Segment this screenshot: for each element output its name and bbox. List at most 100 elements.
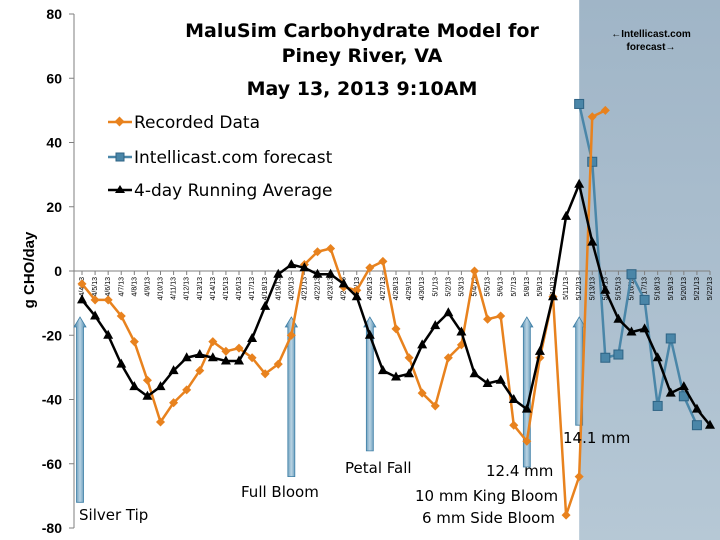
x-tick-label: 5/7/13 bbox=[511, 277, 518, 297]
series-4-day-running-average bbox=[77, 178, 715, 429]
legend-label-recorded: Recorded Data bbox=[134, 113, 260, 133]
data-point bbox=[247, 332, 258, 342]
data-point bbox=[377, 365, 388, 375]
legend-label-average: 4-day Running Average bbox=[134, 181, 333, 201]
x-tick-label: 5/21/13 bbox=[694, 277, 701, 300]
data-point bbox=[691, 420, 702, 431]
event-label-king-bloom: 10 mm King Bloom bbox=[415, 487, 558, 505]
y-tick-label: 40 bbox=[46, 135, 62, 151]
event-arrow bbox=[284, 316, 299, 478]
data-point bbox=[260, 300, 271, 310]
x-tick-label: 5/1/13 bbox=[432, 277, 439, 297]
data-point bbox=[626, 269, 637, 280]
x-tick-label: 5/2/13 bbox=[445, 277, 452, 297]
data-point bbox=[194, 349, 205, 359]
x-tick-label: 4/16/13 bbox=[236, 277, 243, 300]
x-tick-label: 5/16/13 bbox=[629, 277, 636, 300]
data-point bbox=[155, 381, 166, 391]
data-point bbox=[430, 320, 441, 330]
x-tick-label: 5/6/13 bbox=[498, 277, 505, 297]
data-point bbox=[325, 268, 336, 278]
x-tick-label: 4/7/13 bbox=[118, 277, 125, 297]
data-point bbox=[469, 368, 480, 378]
x-tick-label: 4/18/13 bbox=[262, 277, 269, 300]
data-point bbox=[639, 323, 650, 333]
data-point bbox=[652, 400, 663, 411]
forecast-label-line-1: ←Intellicast.com bbox=[611, 29, 691, 40]
x-tick-label: 5/18/13 bbox=[655, 277, 662, 300]
data-point bbox=[626, 326, 637, 336]
y-tick-label: -40 bbox=[42, 392, 62, 408]
data-point bbox=[561, 510, 571, 520]
x-tick-label: 5/9/13 bbox=[537, 277, 544, 297]
x-tick-label: 4/26/13 bbox=[367, 277, 374, 300]
x-tick-label: 4/22/13 bbox=[315, 277, 322, 300]
x-tick-label: 5/19/13 bbox=[668, 277, 675, 300]
x-tick-label: 5/13/13 bbox=[589, 277, 596, 300]
data-point bbox=[221, 346, 231, 356]
data-point bbox=[77, 294, 87, 304]
data-point bbox=[587, 236, 598, 246]
data-point bbox=[495, 374, 506, 384]
data-point bbox=[652, 352, 663, 362]
data-point bbox=[129, 381, 140, 391]
x-tick-label: 5/8/13 bbox=[524, 277, 531, 297]
data-point bbox=[142, 390, 153, 400]
x-tick-label: 4/8/13 bbox=[131, 277, 138, 297]
event-label-full-bloom: Full Bloom bbox=[241, 483, 319, 501]
data-point bbox=[90, 310, 101, 320]
x-ticks: 4/4/134/5/134/6/134/7/134/8/134/9/134/10… bbox=[79, 271, 714, 300]
data-point bbox=[90, 295, 100, 305]
x-tick-label: 5/3/13 bbox=[458, 277, 465, 297]
event-arrow bbox=[363, 316, 377, 452]
event-label-silver-tip: Silver Tip bbox=[79, 506, 148, 524]
chart-title-line-1: MaluSim Carbohydrate Model for bbox=[185, 20, 539, 42]
x-tick-label: 4/11/13 bbox=[171, 277, 178, 300]
data-point bbox=[338, 278, 349, 288]
data-point bbox=[496, 311, 506, 321]
x-tick-label: 4/19/13 bbox=[275, 277, 282, 300]
data-point bbox=[378, 256, 388, 266]
data-point bbox=[443, 307, 454, 317]
data-point bbox=[129, 337, 139, 347]
data-point bbox=[482, 377, 493, 387]
data-point bbox=[208, 337, 218, 347]
data-point bbox=[456, 326, 467, 336]
x-tick-label: 5/4/13 bbox=[472, 277, 479, 297]
data-point bbox=[326, 243, 336, 254]
data-point bbox=[273, 268, 284, 278]
y-tick-label: 60 bbox=[46, 70, 62, 86]
data-point bbox=[600, 284, 611, 294]
event-label-side-bloom: 6 mm Side Bloom bbox=[422, 509, 555, 527]
data-point bbox=[168, 365, 179, 375]
data-point bbox=[181, 352, 192, 362]
data-point bbox=[691, 403, 702, 413]
x-tick-label: 4/5/13 bbox=[92, 277, 99, 297]
x-tick-label: 4/6/13 bbox=[105, 277, 112, 297]
event-label-12-4-mm: 12.4 mm bbox=[486, 462, 553, 480]
data-point bbox=[508, 394, 519, 403]
data-point bbox=[417, 339, 428, 349]
forecast-label-line-2: forecast→ bbox=[627, 42, 676, 53]
y-tick-label: -80 bbox=[42, 520, 62, 536]
data-point bbox=[587, 156, 598, 167]
y-tick-label: -60 bbox=[42, 456, 62, 472]
x-tick-label: 4/17/13 bbox=[249, 277, 256, 300]
x-tick-label: 4/13/13 bbox=[197, 277, 204, 300]
y-tick-label: 20 bbox=[46, 199, 62, 215]
data-point bbox=[574, 98, 585, 109]
data-point bbox=[116, 358, 127, 368]
legend-item-forecast: Intellicast.com forecast bbox=[108, 148, 333, 168]
data-point bbox=[639, 294, 650, 305]
data-point bbox=[234, 355, 244, 365]
data-point bbox=[574, 178, 585, 188]
x-tick-label: 4/20/13 bbox=[288, 277, 295, 300]
legend-item-average: 4-day Running Average bbox=[108, 181, 333, 201]
data-point bbox=[561, 210, 572, 220]
x-tick-label: 4/29/13 bbox=[406, 277, 413, 300]
x-tick-label: 5/22/13 bbox=[707, 277, 714, 300]
data-point bbox=[142, 375, 152, 385]
x-tick-label: 4/12/13 bbox=[184, 277, 191, 300]
